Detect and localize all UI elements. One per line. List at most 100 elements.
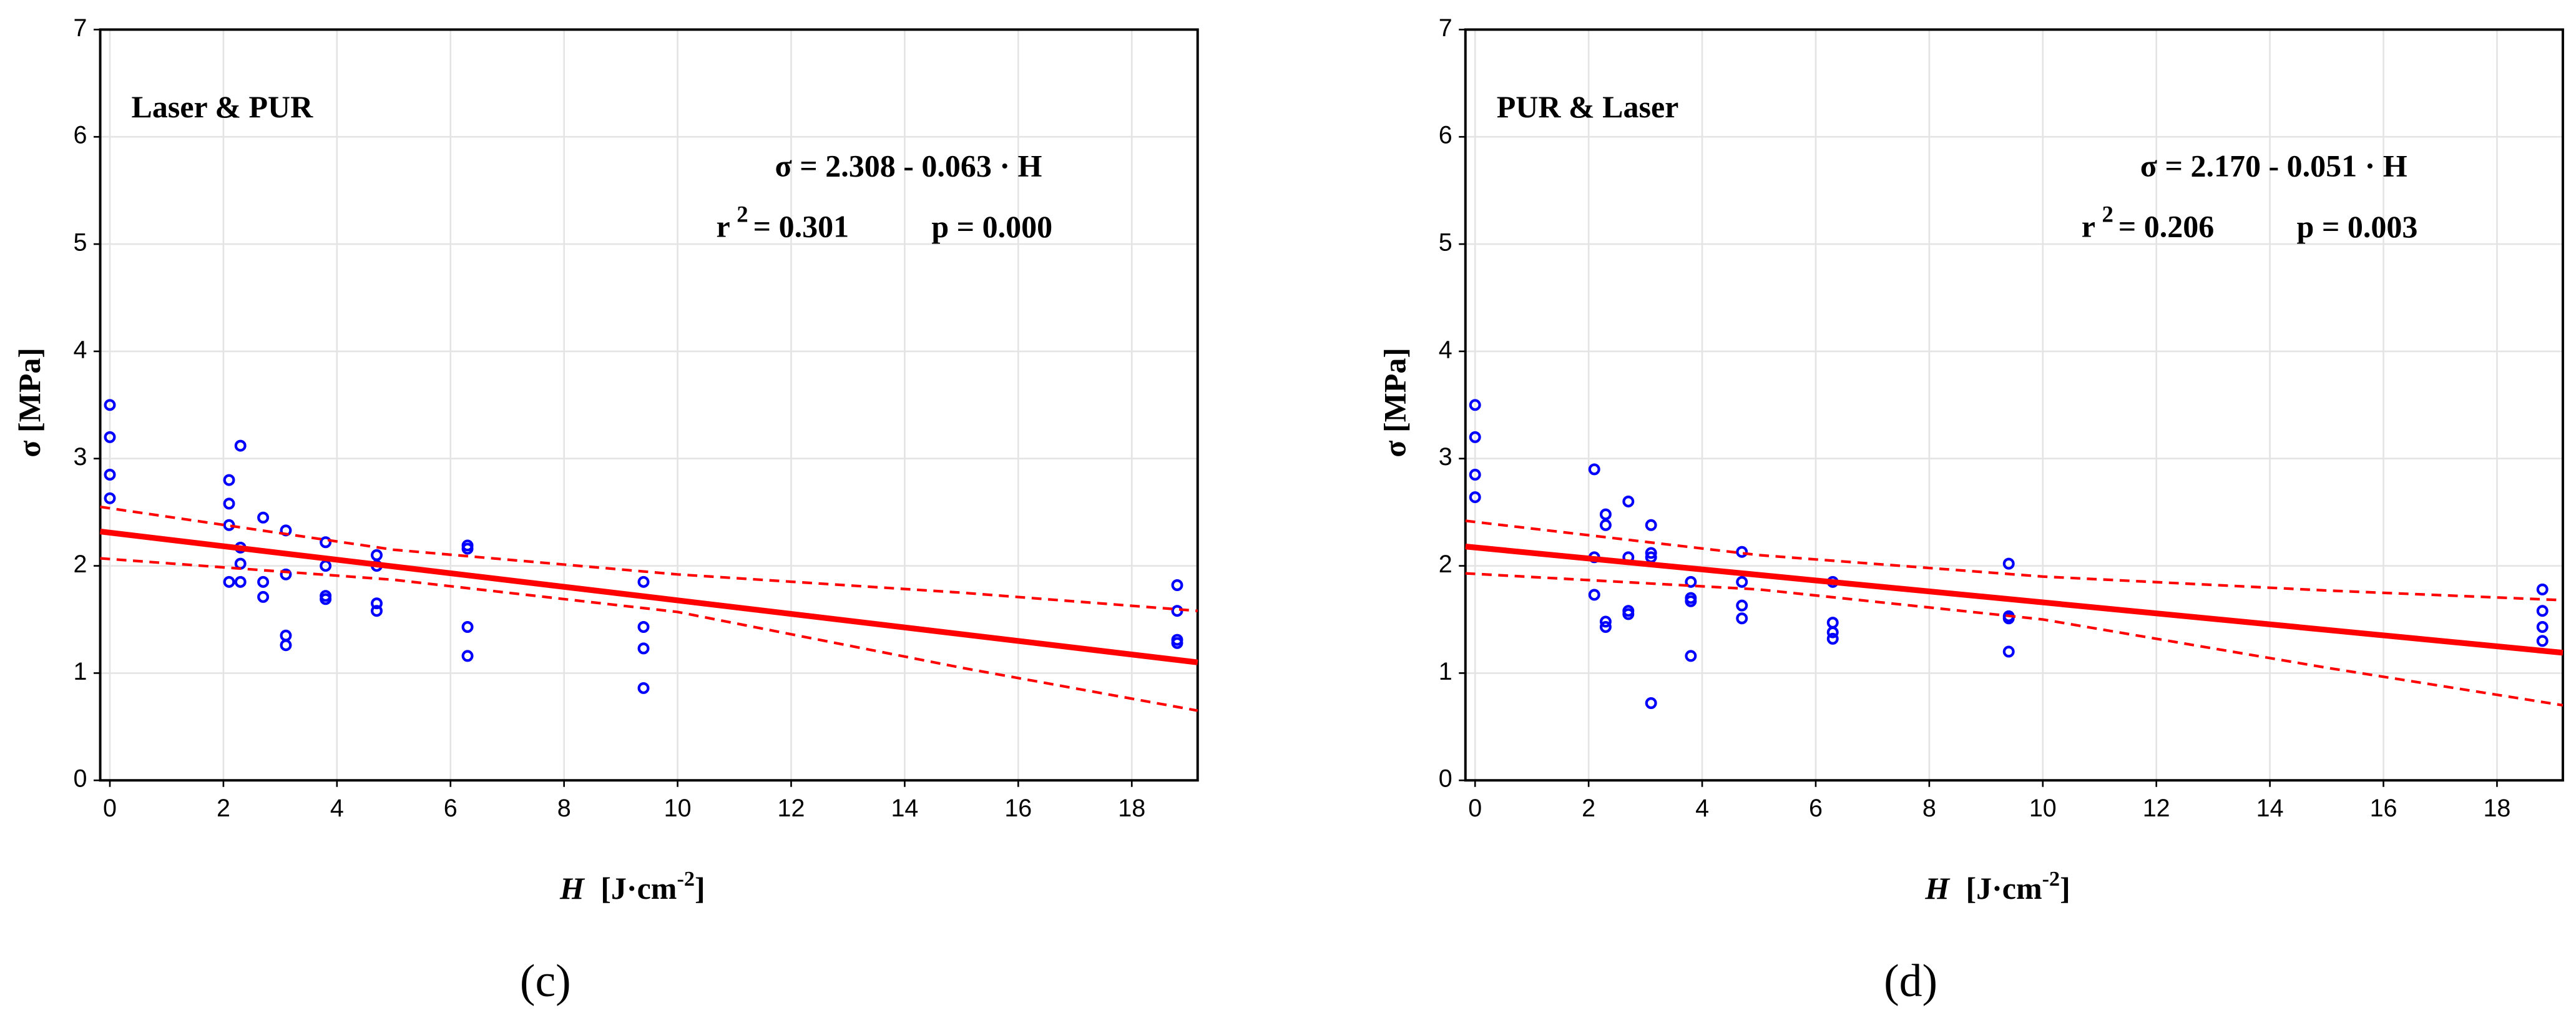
data-point (1826, 617, 1839, 629)
data-point (1645, 697, 1657, 709)
r2-exponent: 2 (2102, 202, 2113, 227)
data-point (104, 399, 116, 411)
data-point (637, 682, 650, 694)
data-point (234, 439, 247, 452)
x-label-variable: H (1924, 871, 1951, 906)
data-point (371, 549, 383, 561)
data-point (320, 536, 332, 549)
p-value: p = 0.000 (931, 209, 1052, 244)
data-point (104, 469, 116, 481)
x-tick-label: 16 (2370, 795, 2397, 822)
y-tick-label: 5 (74, 228, 87, 256)
annotation: PUR & Laser (1497, 89, 1679, 124)
data-point (1171, 637, 1183, 649)
y-tick-label: 2 (74, 551, 87, 578)
data-point (1645, 519, 1657, 531)
x-tick-label: 2 (1582, 795, 1595, 822)
data-point (1599, 508, 1612, 521)
x-label-unit: [J·cm (1966, 871, 2042, 906)
data-point (2536, 621, 2549, 633)
data-point (280, 629, 292, 642)
panel-label: (d) (1884, 955, 1937, 1006)
x-label-close: ] (695, 871, 705, 906)
data-point (1622, 495, 1635, 507)
data-point (1171, 579, 1183, 591)
data-point (371, 597, 383, 610)
x-tick-label: 12 (2143, 795, 2170, 822)
x-tick-label: 14 (891, 795, 918, 822)
x-tick-label: 6 (444, 795, 458, 822)
x-tick-label: 12 (778, 795, 805, 822)
data-point (1826, 632, 1839, 645)
x-label-variable: H (559, 871, 585, 906)
data-point (234, 557, 247, 570)
data-point (223, 575, 235, 588)
data-point (1685, 650, 1697, 662)
plot-frame (1464, 28, 2564, 782)
data-point (1469, 431, 1481, 443)
x-tick-label: 10 (2029, 795, 2057, 822)
data-point (1736, 612, 1748, 625)
y-tick-label: 7 (1439, 14, 1452, 42)
x-tick-label: 18 (1118, 795, 1145, 822)
data-point (1599, 519, 1612, 531)
x-axis-label: H [J·cm-2] (1924, 868, 2070, 906)
data-point (1685, 595, 1697, 607)
r2-exponent: 2 (737, 202, 748, 227)
data-point (1599, 621, 1612, 633)
panel-label: (c) (520, 955, 571, 1006)
x-tick-label: 18 (2483, 795, 2510, 822)
r2-value: = 0.301 (753, 209, 849, 244)
y-tick-label: 3 (74, 443, 87, 471)
p-value: p = 0.003 (2297, 209, 2418, 244)
x-tick-label: 0 (1468, 795, 1482, 822)
y-tick-label: 6 (74, 122, 87, 149)
data-point (1599, 615, 1612, 628)
data-point (2536, 605, 2549, 617)
data-point (1826, 626, 1839, 639)
annotation: Laser & PUR (132, 89, 314, 124)
confidence-band (1465, 519, 2564, 602)
x-label-exponent: -2 (677, 868, 695, 891)
data-point (320, 593, 332, 605)
data-point (104, 431, 116, 443)
data-point (1736, 599, 1748, 612)
data-point (461, 542, 474, 555)
x-tick-label: 2 (217, 795, 230, 822)
x-tick-label: 6 (1809, 795, 1823, 822)
y-tick-label: 5 (1439, 228, 1452, 256)
data-point (257, 575, 270, 588)
data-point (1685, 575, 1697, 588)
r-squared: r 2 = 0.206 (2082, 202, 2215, 244)
data-point (280, 568, 292, 580)
y-tick-label: 0 (74, 765, 87, 793)
regression-line (1465, 544, 2564, 656)
data-point (1736, 546, 1748, 558)
data-point (2002, 557, 2015, 570)
data-point (223, 497, 235, 510)
x-tick-label: 4 (1695, 795, 1709, 822)
r2-symbol: r (2082, 209, 2095, 244)
y-axis-label: σ [MPa] (1377, 348, 1412, 458)
data-point (1469, 399, 1481, 411)
y-tick-label: 7 (74, 14, 87, 42)
equation: σ = 2.308 - 0.063 · H (775, 149, 1042, 184)
x-tick-label: 10 (664, 795, 692, 822)
y-tick-label: 3 (1439, 443, 1452, 471)
data-point (1622, 608, 1635, 620)
data-point (257, 511, 270, 524)
x-tick-label: 8 (1922, 795, 1936, 822)
data-point (234, 575, 247, 588)
data-point (371, 605, 383, 617)
data-point (1469, 469, 1481, 481)
y-tick-label: 1 (74, 658, 87, 685)
data-point (1736, 575, 1748, 588)
x-label-unit: [J·cm (600, 871, 677, 906)
data-point (1171, 605, 1183, 617)
x-label-exponent: -2 (2042, 868, 2060, 891)
data-point (104, 492, 116, 504)
x-tick-label: 0 (103, 795, 117, 822)
